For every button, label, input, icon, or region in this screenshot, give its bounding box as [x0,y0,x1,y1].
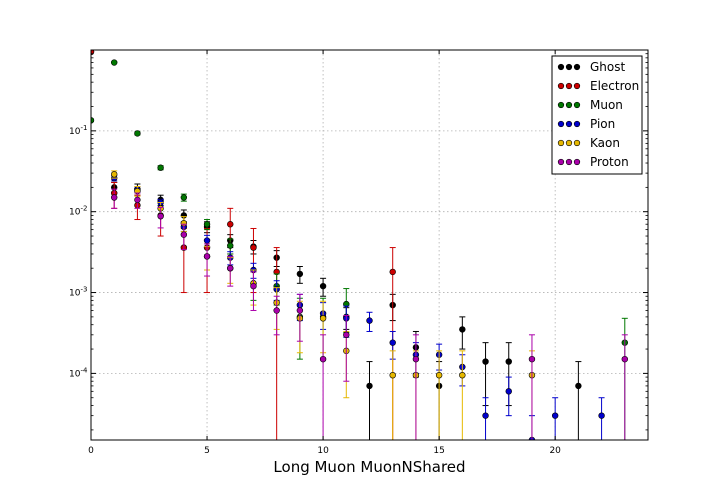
legend-label-proton: Proton [590,155,629,169]
x-tick-label: 5 [204,446,210,456]
point-proton [111,194,118,201]
legend-item-electron: Electron [557,79,639,93]
point-electron [389,268,396,276]
point-muon [134,130,141,137]
point-proton [180,231,188,238]
legend-marker-kaon [573,139,581,147]
legend-marker-pion [565,120,573,128]
ticks-layer: 0 5 10 15 20 10-4 10-3 10-2 10-1 [69,50,648,456]
legend-label-muon: Muon [590,98,623,112]
legend-marker-electron [557,82,565,90]
legend-item-ghost: Ghost [557,60,625,74]
point-proton [412,355,420,363]
point-muon [227,242,234,249]
point-proton [134,196,141,204]
point-proton [343,331,350,339]
x-tick-label: 0 [88,446,94,456]
legend-marker-proton [573,158,581,166]
point-pion [482,412,489,419]
legend-item-kaon: Kaon [557,136,620,150]
legend-marker-ghost [573,63,581,71]
legend-label-kaon: Kaon [590,136,620,150]
point-proton [528,355,536,363]
legend-marker-ghost [565,63,573,71]
point-ghost [296,270,304,278]
point-pion [551,412,559,419]
point-proton [227,265,234,272]
point-proton [203,253,211,260]
series-clip-group [91,50,628,440]
legend-label-pion: Pion [590,117,615,131]
point-electron [250,244,257,251]
point-ghost [505,358,512,365]
legend-marker-ghost [557,63,565,71]
point-proton [250,282,257,290]
legend-marker-electron [565,82,573,90]
legend-marker-muon [557,101,565,109]
legend-marker-pion [573,120,581,128]
point-muon [91,117,95,124]
point-proton [157,212,164,220]
point-pion [389,339,396,346]
point-kaon [435,371,443,379]
point-proton [319,355,327,363]
point-ghost [482,358,489,365]
legend-box [551,55,643,175]
legend-marker-electron [573,82,581,90]
point-muon [180,194,188,201]
point-pion [598,412,605,419]
legend: Ghost Electron Muon Pion Kaon Proton [551,55,643,175]
legend-item-proton: Proton [557,155,629,169]
point-pion [366,317,373,324]
point-muon [111,59,118,66]
point-kaon [319,315,327,322]
x-tick-label: 10 [317,446,329,456]
point-kaon [111,171,118,178]
legend-label-ghost: Ghost [590,60,625,74]
legend-marker-kaon [565,139,573,147]
legend-marker-muon [573,101,581,109]
legend-item-muon: Muon [557,98,623,112]
y-tick-label: 10-4 [69,366,88,379]
x-axis-title: Long Muon MuonNShared [273,458,465,476]
point-ghost [366,382,373,390]
x-tick-label: 20 [549,446,561,456]
legend-marker-kaon [557,139,565,147]
x-tick-label: 15 [433,446,444,456]
point-proton [621,355,628,363]
legend-item-pion: Pion [557,117,615,131]
point-ghost [459,326,466,333]
point-ghost [575,382,582,390]
legend-marker-proton [557,158,565,166]
point-kaon [389,371,396,379]
y-tick-label: 10-1 [69,124,87,137]
y-tick-label: 10-3 [69,286,87,299]
legend-label-electron: Electron [590,79,639,93]
point-pion [203,237,211,244]
legend-marker-proton [565,158,573,166]
point-proton [273,307,280,314]
point-pion [505,388,512,395]
point-ghost [319,282,327,290]
legend-marker-pion [557,120,565,128]
y-tick-label: 10-2 [69,205,87,218]
point-muon [157,164,164,171]
plot-frame [90,49,649,441]
point-kaon [459,371,466,379]
legend-marker-muon [565,101,573,109]
series-proton [111,188,628,440]
series-layer [91,50,628,440]
point-proton [296,307,304,314]
point-electron [227,221,234,228]
point-muon [203,221,211,228]
